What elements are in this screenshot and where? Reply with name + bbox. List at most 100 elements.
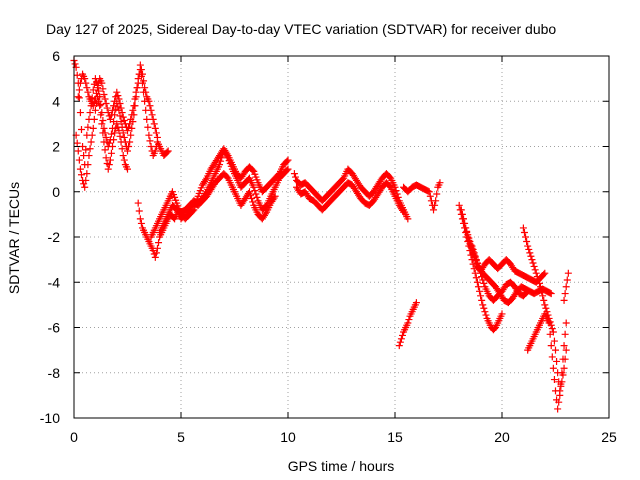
data-point-interp: [247, 191, 255, 199]
data-point-interp: [86, 109, 94, 117]
data-point-interp: [479, 276, 487, 284]
data-series-segment: [459, 215, 549, 286]
data-point-interp: [75, 94, 83, 102]
data-point: [284, 156, 292, 164]
data-point: [124, 165, 131, 173]
data-point-interp: [152, 129, 160, 137]
chart-title: Day 127 of 2025, Sidereal Day-to-day VTE…: [46, 21, 556, 37]
data-point: [562, 283, 570, 291]
data-point-interp: [523, 238, 531, 246]
data-point: [556, 391, 564, 399]
data-point-interp: [73, 139, 81, 147]
data-point-interp: [431, 201, 439, 209]
data-point-interp: [75, 86, 83, 94]
data-point-interp: [480, 304, 488, 312]
data-point-interp: [542, 304, 550, 312]
data-point-interp: [148, 111, 156, 119]
data-point-interp: [82, 146, 90, 154]
data-point-interp: [144, 123, 152, 131]
data-point-interp: [550, 337, 558, 345]
data-point: [477, 269, 485, 277]
data-point: [111, 129, 119, 137]
data-point: [134, 199, 142, 207]
data-point-interp: [398, 331, 406, 339]
x-tick-label: 10: [280, 429, 296, 445]
data-point-interp: [97, 111, 105, 119]
data-point: [147, 106, 155, 114]
data-point: [436, 179, 444, 187]
data-point: [98, 120, 106, 128]
data-point-interp: [202, 176, 210, 184]
data-point: [111, 97, 119, 105]
x-tick-label: 15: [387, 429, 403, 445]
data-point: [459, 215, 467, 223]
data-point-interp: [534, 276, 542, 284]
data-point-interp: [155, 239, 163, 247]
data-point: [89, 102, 97, 110]
data-point: [145, 131, 153, 139]
data-point: [164, 147, 172, 155]
data-point-interp: [398, 206, 406, 214]
data-point-interp: [105, 139, 113, 147]
data-series-segment: [400, 179, 444, 214]
data-point-interp: [150, 120, 158, 128]
data-point-interp: [125, 123, 133, 131]
data-point: [115, 127, 123, 135]
data-point: [76, 109, 84, 117]
data-point-interp: [548, 325, 556, 333]
data-point-interp: [470, 249, 478, 257]
data-point-interp: [118, 145, 126, 153]
data-point-interp: [84, 88, 92, 96]
data-point-interp: [103, 104, 111, 112]
data-point-interp: [270, 194, 278, 202]
data-point-interp: [125, 143, 133, 150]
x-tick-label: 20: [494, 429, 510, 445]
data-point-interp: [471, 252, 479, 260]
data-point-interp: [140, 77, 148, 85]
data-point-interp: [262, 210, 270, 218]
data-point: [479, 301, 487, 309]
data-point-interp: [146, 102, 154, 110]
data-point: [481, 308, 489, 316]
data-point-interp: [535, 279, 543, 287]
data-point-interp: [291, 173, 299, 181]
data-point-interp: [550, 376, 558, 384]
data-point: [245, 188, 253, 196]
data-point: [524, 287, 532, 295]
data-point-interp: [463, 228, 471, 236]
data-point: [94, 84, 102, 92]
data-point-interp: [426, 192, 434, 200]
data-point-interp: [99, 129, 107, 137]
data-point-interp: [540, 270, 548, 278]
data-series-segment: [74, 61, 161, 141]
data-point-interp: [563, 276, 571, 284]
data-point: [143, 115, 151, 123]
data-point: [541, 301, 549, 309]
data-point-interp: [530, 262, 538, 270]
data-point-interp: [557, 380, 565, 388]
data-point: [113, 88, 121, 96]
data-point-interp: [82, 79, 90, 87]
data-point: [404, 215, 412, 223]
data-point: [117, 138, 125, 146]
x-axis-label: GPS time / hours: [288, 458, 395, 474]
data-point: [472, 256, 480, 264]
data-point: [562, 319, 570, 327]
data-point-interp: [473, 259, 481, 267]
y-tick-label: -8: [48, 365, 61, 381]
data-point: [81, 183, 89, 191]
data-point-interp: [107, 111, 115, 119]
data-point: [100, 138, 108, 146]
data-series-segment: [468, 242, 532, 304]
data-point: [126, 138, 134, 146]
data-point: [128, 111, 136, 119]
data-point: [100, 124, 108, 132]
data-point: [132, 88, 140, 96]
data-point-interp: [135, 207, 143, 215]
data-point: [98, 79, 106, 87]
data-point-interp: [533, 273, 541, 281]
grid: [74, 56, 609, 418]
data-point: [117, 104, 125, 112]
data-point: [74, 93, 82, 101]
